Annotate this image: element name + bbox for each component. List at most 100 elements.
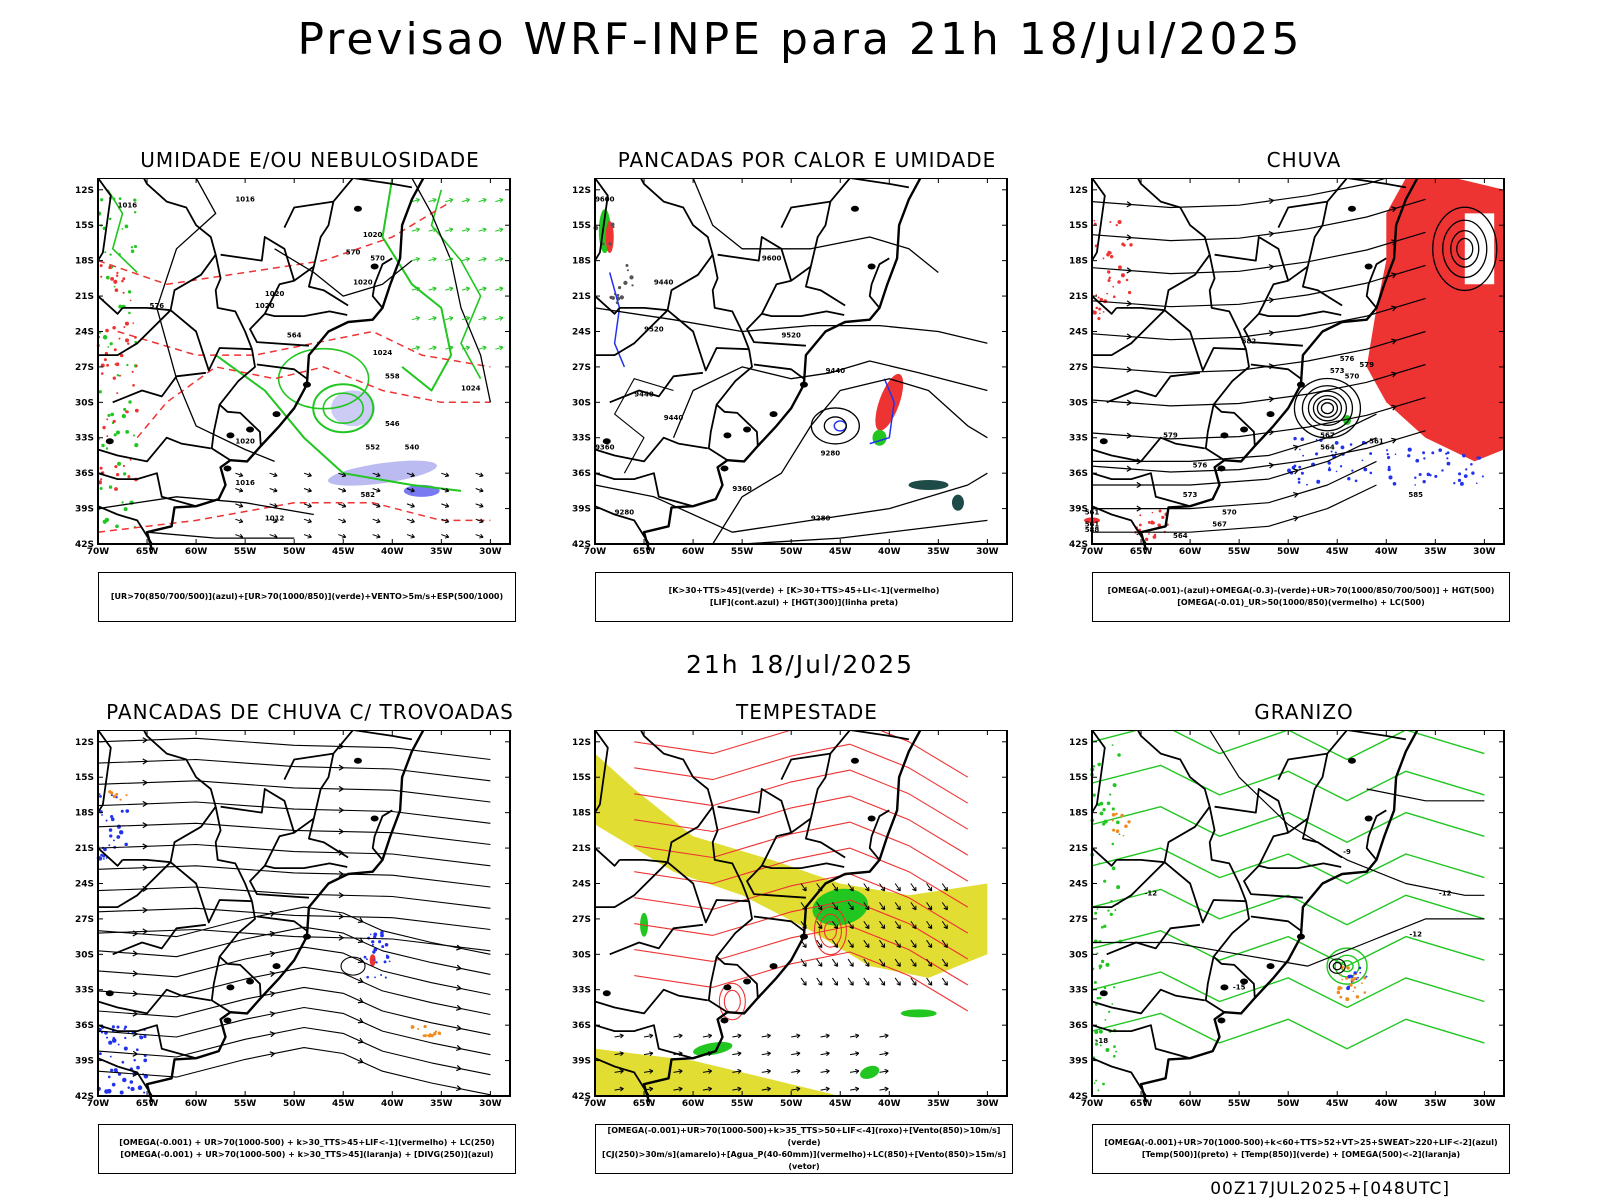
lon-label: 60W [682,1099,705,1109]
contour-line [136,366,491,439]
border-line [619,859,668,864]
gap [1464,213,1495,285]
temp-speckle-green [1097,803,1101,807]
divergence-speckle [143,1058,148,1063]
border-line [1091,178,1106,262]
wind-vector [879,1051,889,1057]
rain-speckle [1107,270,1111,274]
rain-speckle [1118,265,1122,270]
lat-label: 15S [572,221,591,231]
wind-vector [894,939,901,948]
border-line [97,178,112,262]
humidity-speckle-green [109,342,113,346]
hail-blue [1353,971,1357,975]
wind-vector [495,345,504,351]
base-map [98,178,510,544]
border-line [1212,901,1256,999]
streamline-arrow [269,1031,276,1038]
temp-speckle-green [1096,996,1100,1000]
rain-speckle [1148,533,1150,535]
wind-vector [235,472,244,478]
thickness-speckle-red [132,384,135,387]
omega-speckle-blue [1369,471,1373,475]
border-line [210,956,231,1013]
lake [602,438,611,445]
divergence-speckle [373,935,377,939]
lat-label: 27S [572,363,591,373]
lon-label: 40W [1375,1099,1398,1109]
lif-speckle [616,293,620,297]
humidity-speckle-green [109,253,112,256]
border-line [595,730,750,902]
humidity-speckle-green [100,198,104,202]
streamline-arrow [357,917,364,924]
contour-label: 9280 [821,449,841,457]
humidity-speckle-green [128,400,132,404]
lif-speckle [626,269,629,272]
wind-vector [614,1086,624,1092]
lat-label: 39S [572,505,591,515]
wind-vector [849,1033,860,1039]
streamline-arrow [338,828,345,835]
streamline-arrow [1391,404,1398,411]
wind-vector [863,958,870,967]
wind-vector [941,883,948,892]
border-line [717,788,793,833]
wind-vector [863,920,870,930]
humidity-speckle-green [118,207,121,210]
border-line [371,257,393,309]
lat-label: 15S [1069,221,1088,231]
omega-speckle-blue [1476,482,1478,484]
streamline [97,780,491,803]
divergence-speckle [110,817,115,822]
lon-label: 55W [731,1099,754,1109]
border-line [97,505,153,545]
divergence-speckle [116,1025,120,1029]
streamline-arrow [1126,333,1133,340]
thickness-speckle-red [106,435,109,438]
omega-orange [1115,812,1118,816]
lon-label: 50W [1277,1099,1300,1109]
thunder-orange [410,1025,415,1029]
humidity-speckle-green [121,501,124,504]
thickness-speckle-red [108,266,112,270]
streamline-arrow [142,779,149,786]
divergence-speckle [105,819,108,822]
omega-speckle-blue [1407,454,1411,458]
lake [850,205,859,212]
wind-vector [372,487,381,493]
lake [1099,438,1108,445]
coastline [145,178,425,551]
border-line [868,809,890,861]
lat-label: 15S [1069,773,1088,783]
streamline-arrow [456,1065,463,1072]
omega-speckle-blue [1471,471,1475,475]
streamline-arrow [142,758,149,765]
border-line [849,178,910,189]
wind-vector [461,345,471,351]
lon-label: 45W [332,1099,355,1109]
contour-label: 552 [365,444,380,452]
lake [1217,1017,1226,1024]
divergence-speckle [383,960,387,964]
humidity-speckle-green [124,224,129,229]
thickness-speckle-red [134,408,139,413]
contour-line [634,899,969,960]
omega-orange [1341,978,1344,981]
omega-speckle-blue [1297,477,1301,481]
border-line [98,178,253,350]
streamline-arrow [338,892,345,899]
contour-label: 576 [150,302,165,310]
thickness-speckle-red [102,425,106,430]
divergence-speckle [363,955,367,959]
humidity-speckle-green [123,472,127,476]
contour-ring [810,407,860,445]
lif-speckle [631,284,634,287]
wind-vector [941,920,948,930]
temp-speckle-green [1102,808,1106,812]
panel-umidade: UMIDADE E/OU NEBULOSIDADE 1016 1016 1020 10… [60,148,560,622]
humidity-speckle-green [123,407,127,411]
omega-speckle-blue [1407,447,1412,452]
